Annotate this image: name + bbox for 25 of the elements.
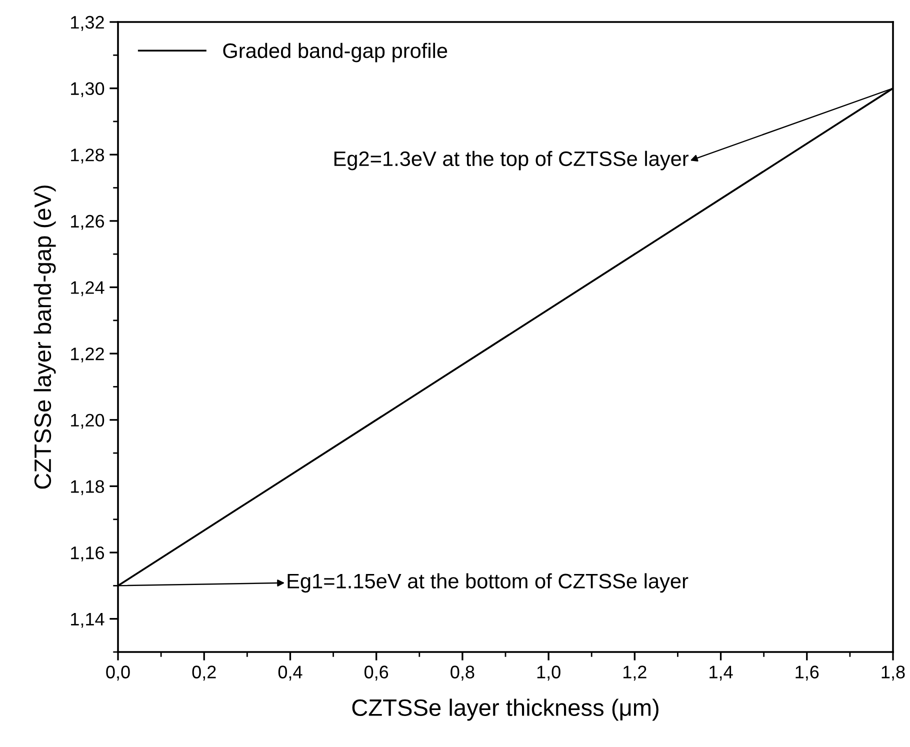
x-tick-label: 1,2 xyxy=(623,666,646,681)
x-tick-label: 1,4 xyxy=(710,666,733,681)
x-tick-label: 0,6 xyxy=(364,666,388,681)
x-tick-label: 0,4 xyxy=(278,666,302,681)
y-tick-label: 1,32 xyxy=(71,16,104,31)
y-tick-label: 1,28 xyxy=(71,148,104,164)
y-tick-label: 1,24 xyxy=(71,281,104,296)
x-tick-label: 0,0 xyxy=(106,666,130,681)
x-tick-label: 0,8 xyxy=(450,666,474,681)
y-tick-label: 1,14 xyxy=(71,612,104,628)
y-tick-label: 1,26 xyxy=(71,214,104,230)
y-tick-label: 1,16 xyxy=(71,546,104,562)
y-tick-label: 1,20 xyxy=(71,414,104,429)
x-tick-label: 0,2 xyxy=(192,666,216,681)
annotation: Eg2=1.3eV at the top of CZTSSe layer xyxy=(334,150,689,170)
y-tick-label: 1,30 xyxy=(71,82,104,98)
x-tick-label: 1,6 xyxy=(796,666,819,681)
y-tick-label: 1,22 xyxy=(71,348,104,362)
legend-label: Graded band-gap profile xyxy=(223,42,448,62)
x-tick-label: 1,8 xyxy=(882,666,905,681)
y-axis-title: CZTSSe layer band-gap (eV) xyxy=(34,186,56,489)
x-axis-title: CZTSSe layer thickness (μm) xyxy=(352,698,658,721)
x-tick-label: 1,0 xyxy=(537,666,560,681)
annotation: Eg1=1.15eV at the bottom of CZTSSe layer xyxy=(288,573,688,593)
y-tick-label: 1,18 xyxy=(71,480,104,496)
